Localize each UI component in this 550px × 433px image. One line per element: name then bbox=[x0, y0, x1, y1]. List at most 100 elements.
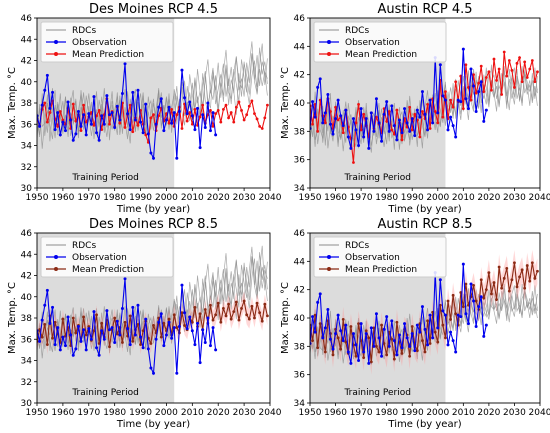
observation-point bbox=[382, 112, 386, 116]
x-tick-label: 1960 bbox=[51, 193, 74, 203]
x-tick-label: 2000 bbox=[426, 193, 449, 203]
legend-entry-label: RDCs bbox=[345, 26, 369, 36]
observation-point bbox=[318, 292, 322, 296]
x-tick-label: 2000 bbox=[155, 408, 178, 418]
mean-prediction-point bbox=[454, 312, 458, 316]
observation-point bbox=[420, 90, 424, 94]
mean-prediction-point bbox=[240, 307, 243, 310]
mean-prediction-point bbox=[415, 349, 419, 352]
mean-prediction-point bbox=[121, 341, 124, 344]
mean-prediction-point bbox=[525, 264, 529, 267]
observation-point bbox=[159, 312, 163, 316]
observation-point bbox=[131, 90, 135, 94]
mean-prediction-point bbox=[79, 129, 83, 133]
mean-prediction-point bbox=[490, 292, 493, 296]
mean-prediction-point bbox=[229, 111, 233, 114]
y-tick-label: 36 bbox=[294, 156, 306, 166]
observation-point bbox=[351, 332, 355, 336]
rdc-series-line bbox=[37, 41, 268, 141]
observation-point bbox=[92, 95, 96, 99]
x-axis-label: Time (by year) bbox=[116, 419, 190, 430]
mean-prediction-point bbox=[444, 336, 447, 340]
training-period-label: Training Period bbox=[71, 388, 138, 398]
observation-point bbox=[84, 133, 88, 137]
training-period-label: Training Period bbox=[71, 173, 138, 183]
mean-prediction-point bbox=[520, 268, 524, 272]
observation-point bbox=[175, 371, 179, 375]
observation-point bbox=[141, 346, 145, 350]
observation-point bbox=[334, 117, 338, 121]
mean-prediction-point bbox=[245, 313, 249, 317]
observation-point bbox=[423, 327, 427, 331]
observation-point bbox=[438, 63, 442, 67]
mean-prediction-point bbox=[211, 124, 215, 128]
observation-point bbox=[346, 135, 350, 139]
observation-point bbox=[479, 80, 483, 84]
mean-prediction-point bbox=[193, 305, 197, 309]
mean-prediction-point bbox=[247, 317, 251, 321]
mean-prediction-point bbox=[253, 316, 256, 320]
observation-point bbox=[89, 122, 93, 126]
observation-point bbox=[170, 121, 174, 125]
legend-swatch-marker bbox=[54, 40, 58, 44]
mean-prediction-point bbox=[336, 118, 340, 122]
mean-prediction-point bbox=[219, 120, 223, 124]
observation-point bbox=[201, 328, 205, 332]
mean-prediction-point bbox=[505, 267, 509, 270]
observation-point bbox=[382, 327, 386, 331]
observation-line bbox=[37, 278, 217, 376]
observation-point bbox=[328, 122, 332, 126]
legend-box bbox=[313, 21, 447, 63]
mean-prediction-point bbox=[141, 329, 145, 333]
mean-prediction-point bbox=[513, 261, 516, 265]
observation-point bbox=[364, 117, 368, 121]
mean-prediction-point bbox=[38, 328, 41, 332]
observation-point bbox=[372, 344, 376, 348]
observation-point bbox=[336, 98, 340, 102]
mean-prediction-point bbox=[500, 286, 504, 290]
mean-prediction-point bbox=[423, 350, 427, 354]
observation-point bbox=[443, 313, 447, 317]
mean-prediction-point bbox=[523, 286, 527, 290]
x-tick-label: 1990 bbox=[129, 408, 152, 418]
mean-prediction-point bbox=[438, 303, 442, 307]
mean-prediction-point bbox=[428, 342, 432, 345]
observation-point bbox=[351, 117, 355, 121]
x-tick-label: 2020 bbox=[477, 193, 500, 203]
observation-point bbox=[385, 315, 389, 319]
observation-point bbox=[415, 108, 419, 112]
mean-prediction-point bbox=[523, 60, 527, 64]
mean-prediction-point bbox=[136, 322, 140, 326]
mean-prediction-point bbox=[472, 284, 475, 287]
observation-point bbox=[66, 100, 70, 104]
mean-prediction-point bbox=[354, 354, 358, 358]
observation-point bbox=[87, 112, 91, 116]
observation-point bbox=[466, 107, 470, 111]
observation-point bbox=[387, 129, 391, 133]
observation-point bbox=[423, 112, 427, 116]
mean-prediction-point bbox=[375, 344, 378, 348]
mean-prediction-point bbox=[354, 121, 358, 125]
observation-point bbox=[45, 73, 49, 77]
mean-prediction-point bbox=[444, 90, 447, 94]
mean-prediction-point bbox=[441, 115, 445, 119]
mean-prediction-point bbox=[426, 319, 429, 323]
mean-prediction-point bbox=[392, 357, 396, 361]
observation-point bbox=[451, 124, 455, 128]
observation-point bbox=[115, 319, 119, 323]
mean-prediction-point bbox=[331, 353, 335, 357]
x-tick-label: 1960 bbox=[324, 193, 347, 203]
mean-prediction-point bbox=[482, 90, 486, 94]
mean-prediction-point bbox=[242, 118, 246, 122]
observation-point bbox=[107, 328, 111, 332]
mean-prediction-point bbox=[222, 307, 225, 310]
observation-point bbox=[188, 315, 192, 319]
observation-point bbox=[139, 335, 143, 339]
mean-prediction-point bbox=[123, 320, 127, 324]
mean-prediction-point bbox=[255, 301, 259, 305]
observation-point bbox=[131, 305, 135, 309]
training-period-label: Training Period bbox=[344, 388, 411, 398]
mean-prediction-point bbox=[477, 81, 481, 85]
x-tick-label: 1980 bbox=[103, 408, 126, 418]
